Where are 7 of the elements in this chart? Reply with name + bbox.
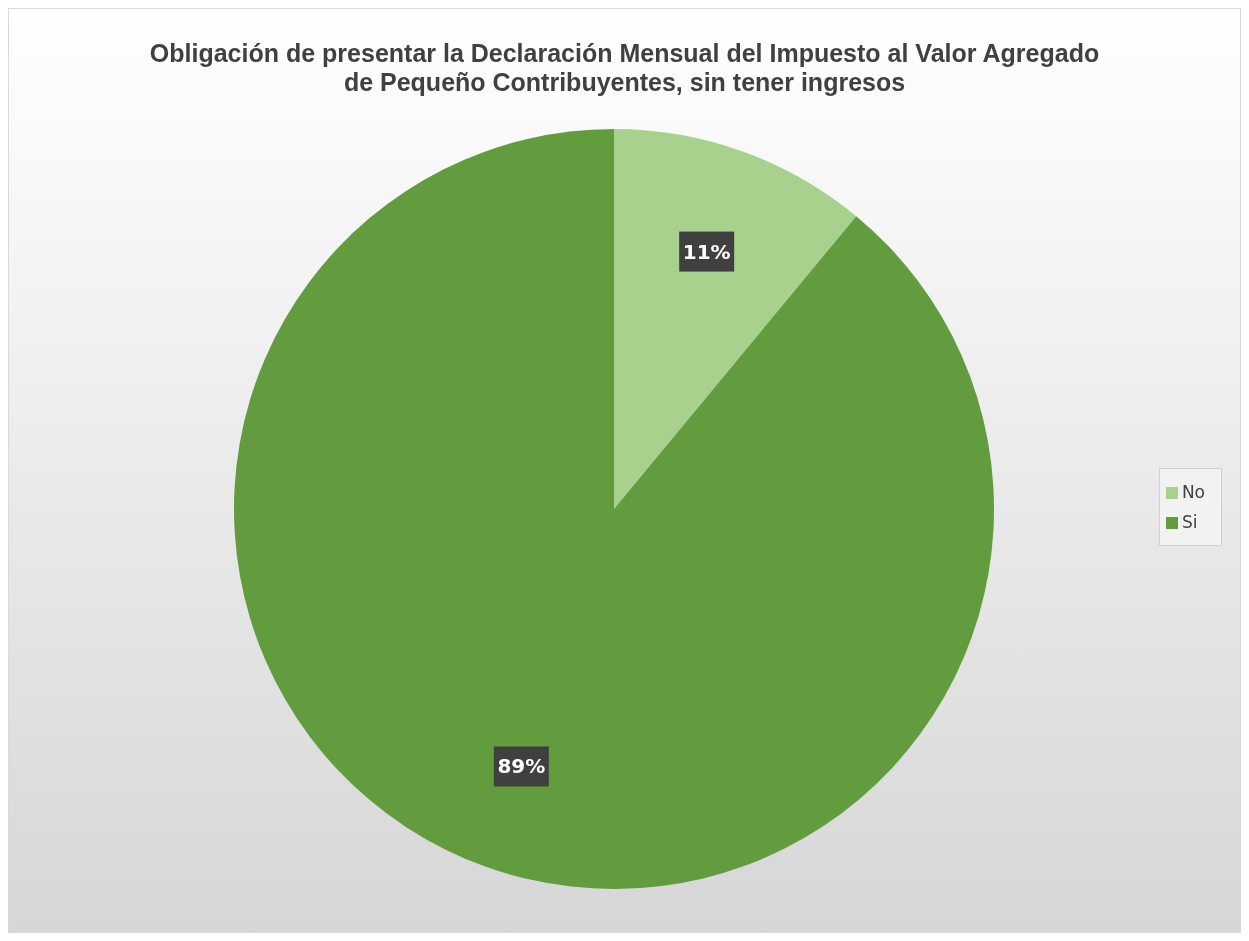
pie-slice (234, 129, 994, 889)
chart-title: Obligación de presentar la Declaración Mensual del Impuesto al Valor Agregado de Pequeño Contribuyentes, sin tener ingresos (148, 38, 1101, 98)
legend-label: No (1181, 481, 1205, 502)
pie-slice (614, 129, 857, 509)
legend-label: Si (1181, 511, 1198, 532)
data-label: 11% (682, 239, 731, 264)
data-label: 89% (497, 754, 546, 779)
